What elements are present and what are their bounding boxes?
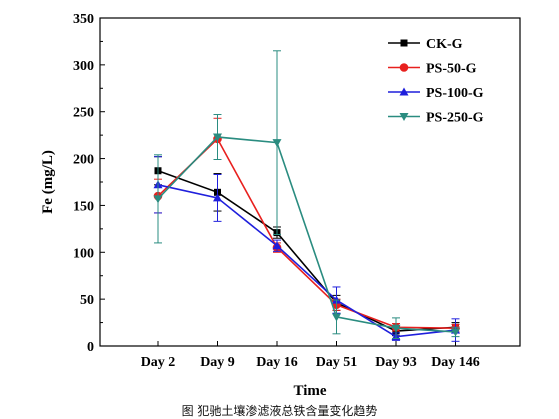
- x-tick-label: Day 16: [256, 355, 298, 370]
- x-tick-label: Day 51: [316, 355, 358, 370]
- legend-item: PS-50-G: [388, 62, 477, 77]
- series-ps-250-g: [153, 50, 460, 340]
- data-point: [272, 139, 282, 148]
- series-ps-50-g: [153, 117, 460, 333]
- legend-label: PS-50-G: [426, 62, 477, 77]
- series-layer: [153, 50, 460, 342]
- legend-item: PS-250-G: [388, 111, 484, 126]
- legend-item: CK-G: [388, 37, 463, 52]
- legend-marker: [399, 63, 409, 72]
- y-axis-label: Fe (mg/L): [40, 150, 56, 214]
- x-axis: Day 2 Day 9 Day 16 Day 51 Day 93 Day 146: [141, 341, 480, 370]
- series-ck-g: [154, 156, 460, 337]
- legend-marker: [399, 87, 409, 96]
- legend-marker: [399, 113, 409, 121]
- y-tick-label: 200: [73, 153, 94, 168]
- data-point: [272, 241, 282, 250]
- x-tick-label: Day 93: [375, 355, 417, 370]
- data-point: [153, 195, 163, 204]
- figure-caption: 图 犯驰土壤渗滤液总铁含量变化趋势: [181, 404, 378, 418]
- y-tick-label: 250: [73, 106, 94, 121]
- y-tick-label: 0: [87, 340, 94, 355]
- x-tick-label: Day 146: [431, 355, 480, 370]
- data-point: [213, 193, 222, 202]
- y-tick-label: 100: [73, 246, 94, 261]
- y-tick-label: 300: [73, 59, 94, 74]
- series-line: [157, 137, 456, 329]
- data-point: [213, 133, 222, 142]
- legend: CK-G PS-50-G PS-100-G PS-250-G: [388, 37, 484, 126]
- y-tick-label: 350: [73, 12, 94, 27]
- y-tick-label: 50: [80, 293, 94, 308]
- series-line: [157, 136, 456, 333]
- legend-marker: [400, 39, 408, 47]
- x-tick-label: Day 9: [200, 355, 235, 370]
- legend-label: PS-100-G: [426, 86, 484, 101]
- x-tick-label: Day 2: [141, 355, 176, 370]
- legend-item: PS-100-G: [388, 86, 484, 101]
- legend-label: CK-G: [426, 37, 463, 52]
- data-point: [332, 313, 341, 322]
- series-line: [157, 184, 456, 338]
- y-axis: 0 50 100 150 200 250 300 350: [73, 12, 105, 355]
- data-point: [451, 328, 460, 337]
- x-axis-label: Time: [293, 383, 326, 399]
- series-ps-100-g: [153, 156, 460, 342]
- series-line: [157, 170, 456, 332]
- data-point: [391, 324, 401, 333]
- y-tick-label: 150: [73, 199, 94, 214]
- legend-label: PS-250-G: [426, 111, 484, 126]
